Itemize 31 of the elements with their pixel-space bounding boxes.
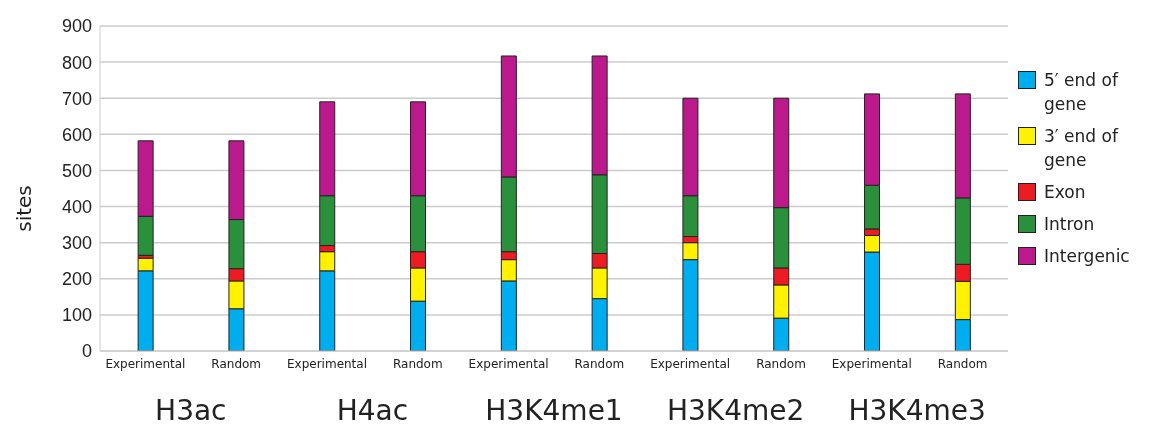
legend-label: 5′ end of gene xyxy=(1044,69,1120,116)
text: H3K4me3 xyxy=(848,394,986,427)
x-tick-label: Experimental xyxy=(286,356,368,371)
x-tick-label: Random xyxy=(937,356,988,371)
x-tick-label: Random xyxy=(756,356,806,371)
legend-label: Intergenic xyxy=(1044,245,1130,268)
x-tick-label: Experimental xyxy=(650,356,731,371)
y-tick-label: 600 xyxy=(61,124,92,145)
text: H3K4me2 xyxy=(666,394,805,427)
legend-label: Intron xyxy=(1044,213,1095,236)
text: H3ac xyxy=(155,394,227,427)
y-tick-label: 0 xyxy=(81,341,92,362)
x-tick-label: Experimental xyxy=(831,356,912,371)
x-tick-label: Random xyxy=(392,356,443,371)
legend-label: 3′ end of gene xyxy=(1044,125,1120,172)
y-tick-label: 700 xyxy=(61,88,92,109)
x-tick-label: Experimental xyxy=(468,356,549,371)
y-tick-label: 200 xyxy=(61,269,92,290)
x-tick-label: Random xyxy=(211,356,262,371)
legend-label: Exon xyxy=(1044,181,1086,204)
x-tick-label: Experimental xyxy=(105,356,186,371)
x-tick-label: Random xyxy=(574,356,625,371)
y-tick-label: 100 xyxy=(61,305,92,326)
y-tick-label: 900 xyxy=(61,16,92,37)
text: H4ac xyxy=(336,394,409,427)
text: H3K4me1 xyxy=(485,394,623,427)
y-tick-label: 800 xyxy=(61,52,92,73)
y-tick-label: 500 xyxy=(61,160,92,181)
y-tick-label: 300 xyxy=(61,233,92,254)
y-tick-label: 400 xyxy=(61,196,92,217)
y-axis-title: sites xyxy=(12,185,37,232)
